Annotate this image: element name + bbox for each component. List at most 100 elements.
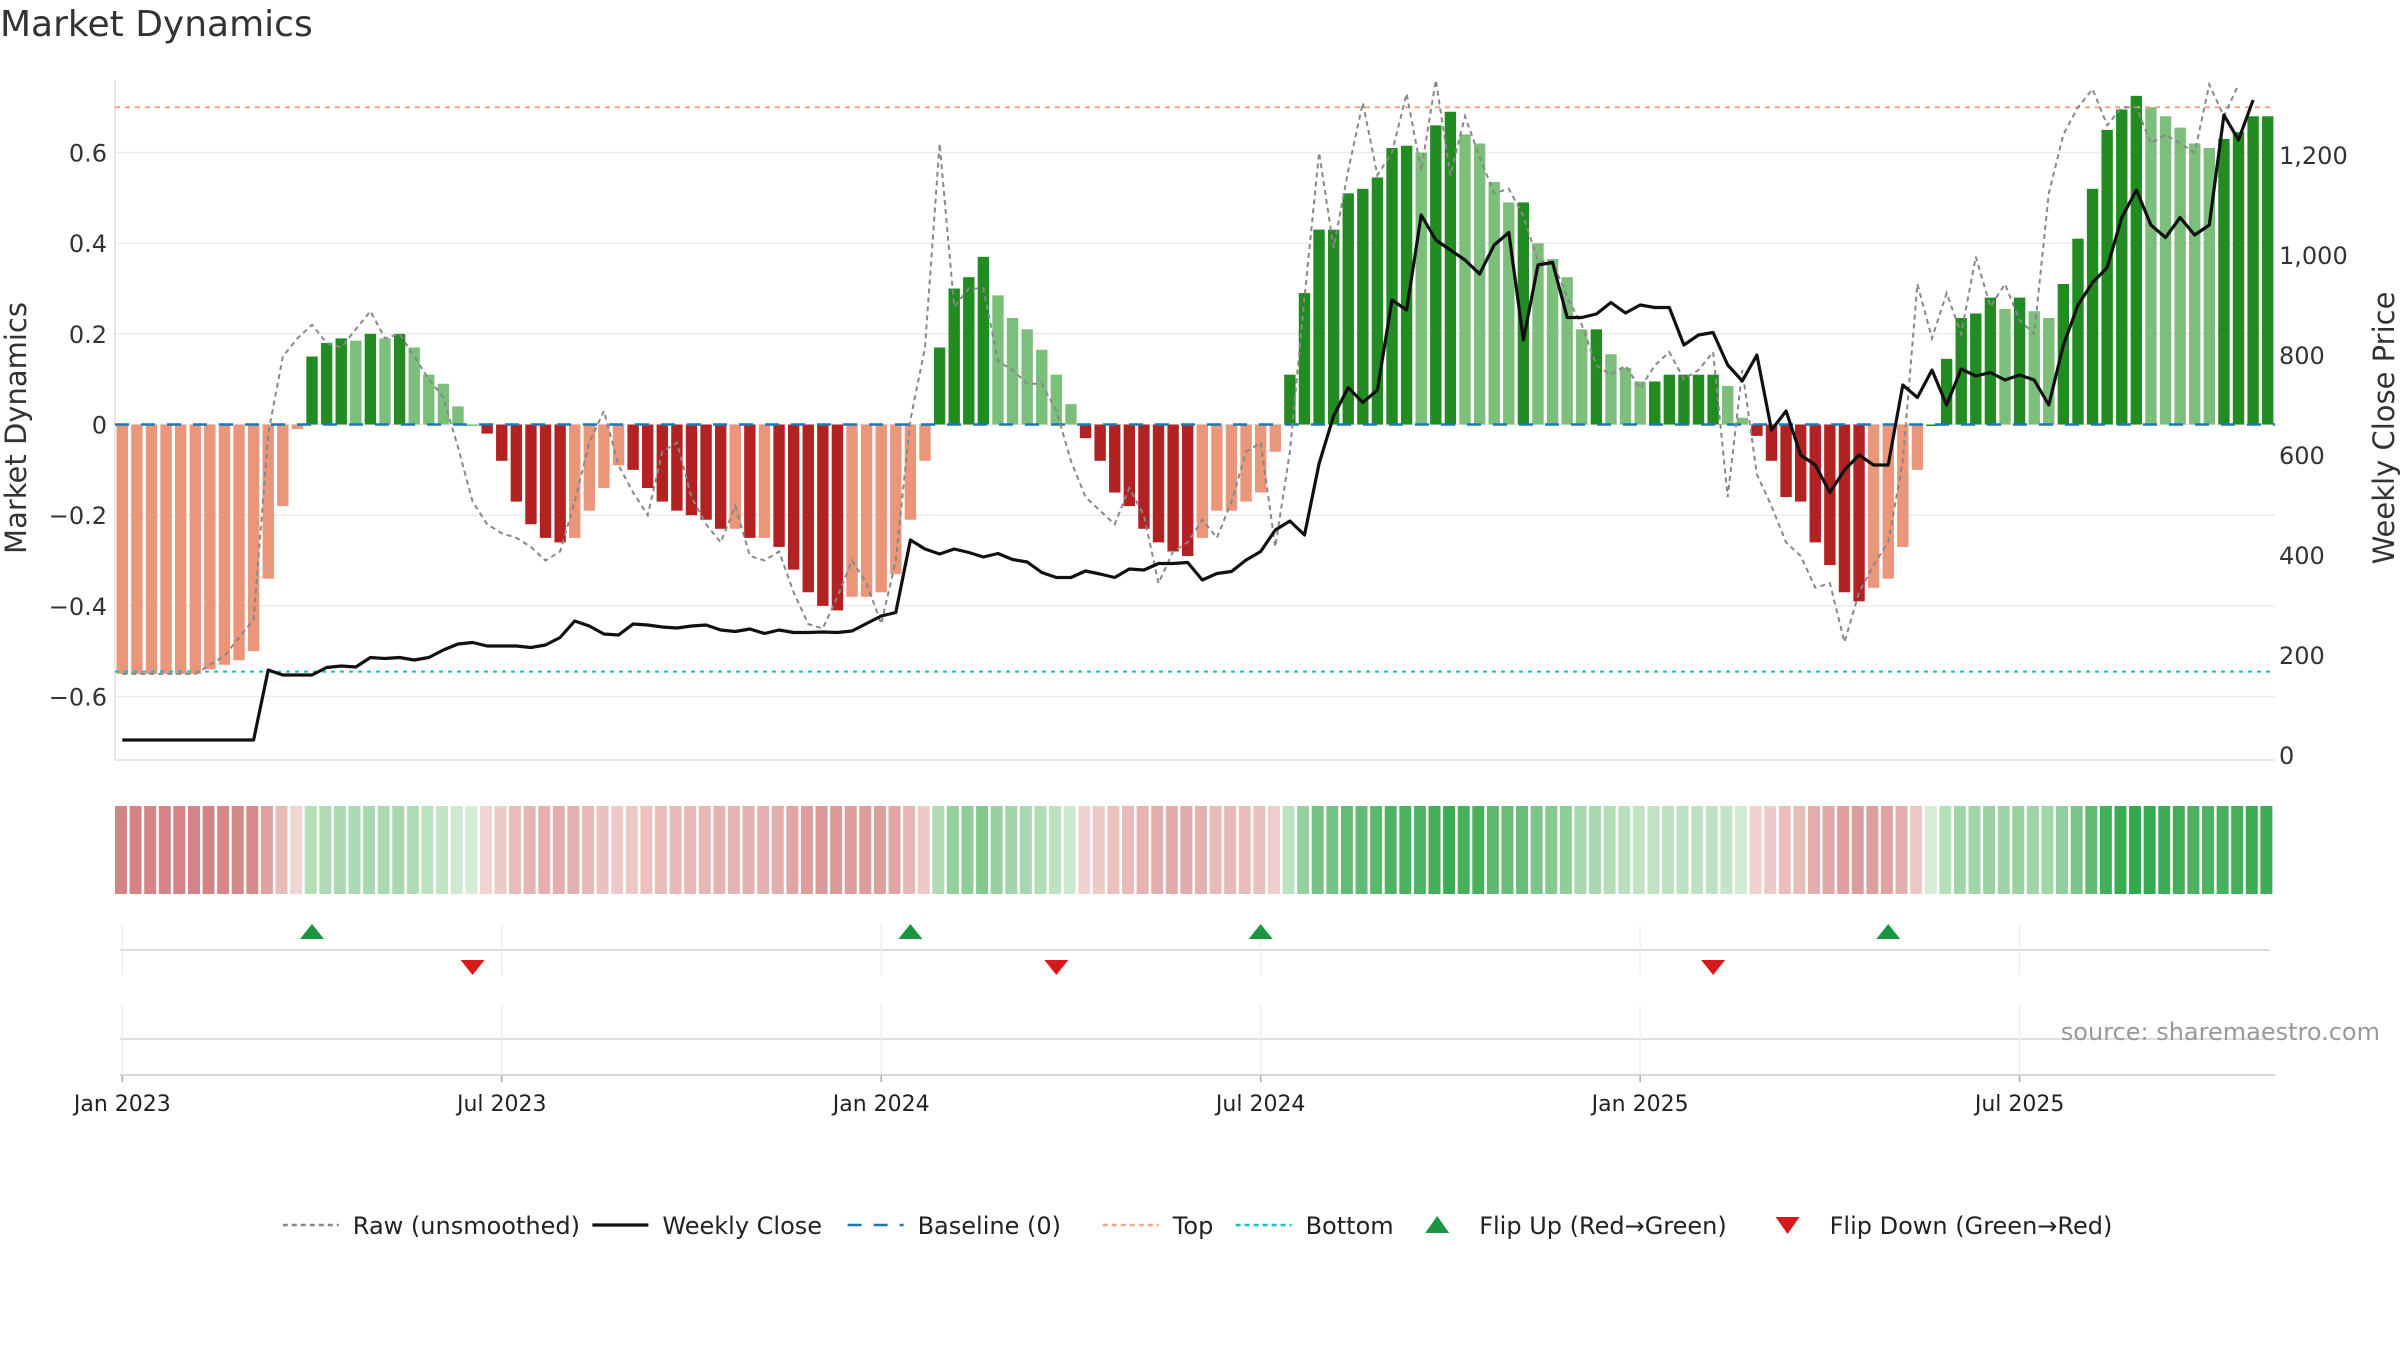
momentum-bar bbox=[1634, 381, 1646, 425]
flip-down-marker bbox=[1044, 960, 1069, 975]
strip-cell bbox=[187, 806, 200, 894]
strip-cell bbox=[640, 806, 653, 894]
momentum-bar bbox=[1152, 424, 1165, 543]
strip-cell bbox=[1311, 806, 1324, 894]
momentum-bar bbox=[1342, 193, 1354, 425]
strip-cell bbox=[1180, 806, 1193, 894]
momentum-bar bbox=[116, 424, 128, 674]
strip-cell bbox=[830, 806, 843, 894]
momentum-bar bbox=[423, 374, 435, 425]
strip-cell bbox=[1545, 806, 1558, 894]
strip-cell bbox=[450, 806, 463, 894]
momentum-bar bbox=[1970, 313, 1982, 425]
momentum-bar bbox=[2057, 284, 2070, 425]
strip-cell bbox=[1822, 806, 1835, 894]
momentum-bar bbox=[1400, 145, 1413, 425]
momentum-bar bbox=[131, 424, 143, 674]
momentum-bar bbox=[831, 424, 844, 611]
momentum-bar bbox=[627, 424, 639, 470]
strip-cell bbox=[917, 806, 930, 894]
momentum-bar bbox=[1663, 374, 1676, 425]
momentum-bar bbox=[1138, 424, 1150, 529]
momentum-bar bbox=[729, 424, 741, 529]
momentum-bar bbox=[598, 424, 610, 488]
strip-cell bbox=[1749, 806, 1762, 894]
flip-up-marker bbox=[1876, 924, 1901, 939]
strip-cell bbox=[596, 806, 609, 894]
momentum-bar bbox=[1371, 177, 1384, 425]
strip-cell bbox=[1953, 806, 1966, 894]
strip-cell bbox=[1764, 806, 1777, 894]
strip-cell bbox=[392, 806, 405, 894]
momentum-bar bbox=[744, 424, 756, 538]
momentum-bar bbox=[466, 424, 479, 427]
strip-cell bbox=[1267, 806, 1280, 894]
momentum-bar bbox=[393, 333, 406, 425]
x-tick-label: Jan 2024 bbox=[831, 1092, 930, 1117]
momentum-bar bbox=[1561, 277, 1573, 425]
right-axis-label: Weekly Close Price bbox=[2367, 292, 2400, 565]
momentum-bar bbox=[2116, 109, 2128, 425]
momentum-bar bbox=[919, 424, 931, 461]
strip-cell bbox=[2202, 806, 2214, 894]
strip-cell bbox=[304, 806, 317, 894]
left-tick-label: 0.6 bbox=[69, 140, 107, 168]
strip-cell bbox=[1078, 806, 1091, 894]
momentum-bar bbox=[685, 424, 698, 516]
strip-cell bbox=[2056, 806, 2069, 894]
strip-cell bbox=[844, 806, 857, 894]
strip-cell bbox=[1924, 806, 1937, 894]
strip-cell bbox=[1735, 806, 1747, 894]
momentum-bar bbox=[583, 424, 596, 511]
weekly-close-line bbox=[122, 99, 2255, 742]
chart-title: Market Dynamics bbox=[0, 4, 313, 45]
momentum-bar bbox=[247, 424, 260, 652]
strip-cell bbox=[655, 806, 667, 894]
strip-cell bbox=[1282, 806, 1295, 894]
momentum-bar bbox=[700, 424, 712, 520]
momentum-bar bbox=[2203, 148, 2216, 425]
strip-cell bbox=[611, 806, 624, 894]
strip-cell bbox=[2099, 806, 2112, 894]
right-tick-label: 200 bbox=[2279, 642, 2325, 670]
right-tick-label: 1,200 bbox=[2279, 142, 2348, 170]
strip-cell bbox=[2143, 806, 2156, 894]
momentum-bar bbox=[525, 424, 537, 525]
strip-cell bbox=[771, 806, 784, 894]
strip-cell bbox=[231, 806, 244, 894]
strip-cell bbox=[1501, 806, 1514, 894]
momentum-bar bbox=[306, 356, 318, 425]
left-tick-label: −0.6 bbox=[49, 684, 107, 712]
strip-cell bbox=[1209, 806, 1222, 894]
strip-cell bbox=[2187, 806, 2200, 894]
momentum-bar bbox=[2086, 188, 2099, 425]
momentum-bar bbox=[1123, 424, 1136, 507]
strip-cell bbox=[757, 806, 770, 894]
momentum-bar bbox=[1313, 229, 1325, 425]
momentum-bar bbox=[1327, 229, 1340, 425]
strip-cell bbox=[436, 806, 449, 894]
strip-cell bbox=[742, 806, 755, 894]
strip-cell bbox=[1019, 806, 1032, 894]
left-tick-label: 0.4 bbox=[69, 230, 107, 258]
strip-cell bbox=[1618, 806, 1631, 894]
momentum-bar bbox=[2013, 297, 2026, 425]
strip-cell bbox=[859, 806, 872, 894]
raw-unsmoothed-line bbox=[122, 79, 2240, 675]
momentum-bar bbox=[1751, 424, 1763, 436]
momentum-bar bbox=[1167, 424, 1179, 552]
strip-cell bbox=[669, 806, 682, 894]
strip-cell bbox=[946, 806, 959, 894]
flip-down-marker bbox=[1701, 960, 1726, 975]
momentum-bar bbox=[875, 424, 887, 593]
momentum-bar bbox=[846, 424, 858, 597]
strip-cell bbox=[815, 806, 828, 894]
strip-cell bbox=[246, 806, 259, 894]
strip-cell bbox=[552, 806, 565, 894]
strip-cell bbox=[421, 806, 434, 894]
momentum-bar bbox=[1546, 259, 1559, 425]
legend-label: Raw (unsmoothed) bbox=[353, 1212, 580, 1240]
momentum-bar bbox=[262, 424, 274, 579]
strip-cell bbox=[1224, 806, 1237, 894]
strip-cell bbox=[2114, 806, 2127, 894]
